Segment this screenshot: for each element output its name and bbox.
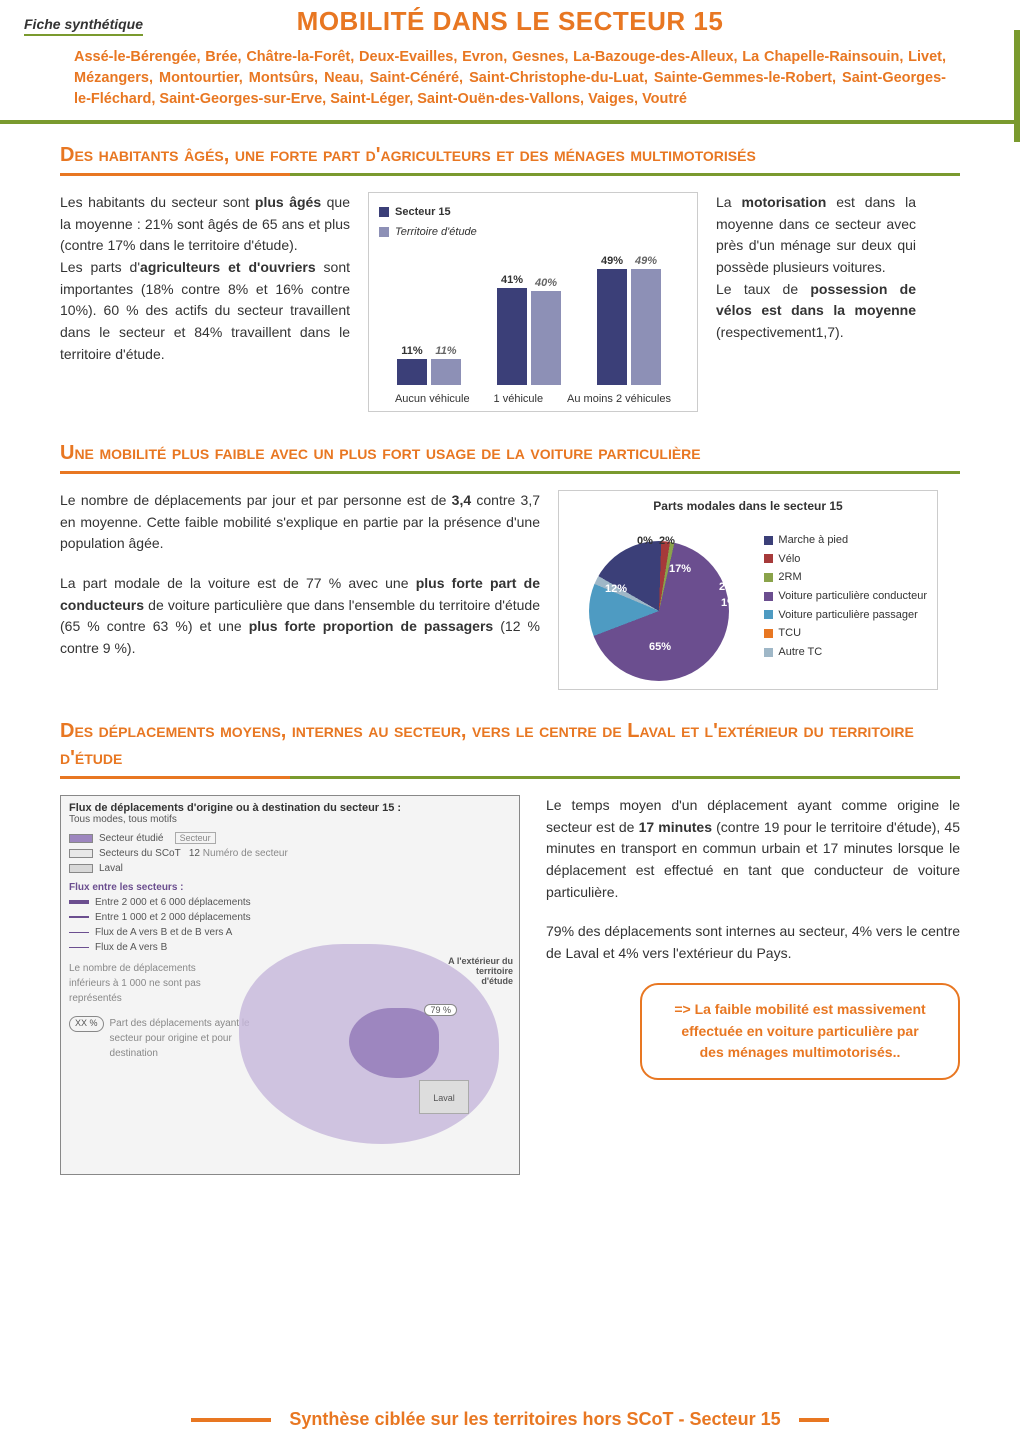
- bar-legend: Secteur 15 Territoire d'étude: [379, 203, 687, 243]
- pie-legend-2: 2RM: [764, 568, 927, 587]
- pie-pct-3: 65%: [649, 641, 671, 653]
- legend-sq-territoire: [379, 227, 389, 237]
- lbox-secteur: [69, 834, 93, 843]
- pie-legend-3: Voiture particulière conducteur: [764, 587, 927, 606]
- xlabel-1: 1 véhicule: [494, 393, 544, 405]
- flux-legend-title: Flux entre les secteurs :: [69, 880, 511, 895]
- map-sector15: 79 %: [349, 1008, 439, 1078]
- badge-xx: XX %: [69, 1016, 104, 1032]
- right-edge-accent: [1014, 30, 1020, 142]
- section1-left-text: Les habitants du secteur sont plus âgés …: [60, 192, 350, 412]
- pie-legend-4: Voiture particulière passager: [764, 606, 927, 625]
- flux-2: Flux de A vers B et de B vers A: [95, 927, 232, 938]
- pie-pct-5: 0%: [637, 535, 653, 547]
- pie-pct-6: 2%: [659, 535, 675, 547]
- section3-underline: [60, 776, 960, 779]
- pie-legend-1: Vélo: [764, 550, 927, 569]
- map-title: Flux de déplacements d'origine ou à dest…: [61, 796, 519, 814]
- flux-0: Entre 2 000 et 6 000 déplacements: [95, 897, 251, 908]
- arrow-bidir: [69, 932, 89, 933]
- map-num-label: Numéro de secteur: [203, 848, 288, 859]
- map-laval-box: Laval: [419, 1080, 469, 1114]
- communes-list: Assé-le-Bérengée, Brée, Châtre-la-Forêt,…: [60, 47, 960, 120]
- section3-heading: Des déplacements moyens, internes au sec…: [60, 718, 960, 772]
- header-rule: [0, 120, 1020, 124]
- section2-text: Le nombre de déplacements par jour et pa…: [60, 490, 540, 690]
- arrow-med: [69, 916, 89, 918]
- pie-legend-6: Autre TC: [764, 643, 927, 662]
- map-num-value: 12: [189, 848, 200, 859]
- pie-title: Parts modales dans le secteur 15: [569, 499, 927, 513]
- xlabel-0: Aucun véhicule: [395, 393, 470, 405]
- flux-3: Flux de A vers B: [95, 942, 167, 953]
- page-footer: Synthèse ciblée sur les territoires hors…: [0, 1409, 1020, 1430]
- flux-note: Le nombre de déplacements inférieurs à 1…: [69, 961, 239, 1006]
- section2-row: Le nombre de déplacements par jour et pa…: [60, 490, 960, 690]
- lbox-scot: [69, 849, 93, 858]
- pie: [589, 541, 729, 681]
- pie-pct-2: 1%: [721, 597, 737, 609]
- bar-xlabels: Aucun véhicule 1 véhicule Au moins 2 véh…: [383, 393, 683, 405]
- header: MOBILITÉ DANS LE SECTEUR 15 Assé-le-Bére…: [60, 6, 960, 120]
- legend-sq-secteur: [379, 207, 389, 217]
- lbox-laval-label: Laval: [99, 863, 123, 874]
- lbox-scot-label: Secteurs du SCoT: [99, 848, 181, 859]
- section3-row: Flux de déplacements d'origine ou à dest…: [60, 795, 960, 1175]
- section1-heading: Des habitants âgés, une forte part d'agr…: [60, 142, 960, 169]
- section3-right: Le temps moyen d'un déplacement ayant co…: [546, 795, 960, 1080]
- callout-conclusion: => La faible mobilité est massivement ef…: [640, 983, 960, 1080]
- section2-para1: Le nombre de déplacements par jour et pa…: [60, 490, 540, 555]
- pie-pct-0: 17%: [669, 563, 691, 575]
- section2-heading: Une mobilité plus faible avec un plus fo…: [60, 440, 960, 467]
- xlabel-2: Au moins 2 véhicules: [567, 393, 671, 405]
- bars-area: 11%11%41%40%49%49%: [383, 247, 683, 385]
- arrow-unidir: [69, 947, 89, 948]
- map-internal-pct: 79 %: [424, 1004, 457, 1016]
- map-ext-label: A l'extérieur du territoire d'étude: [443, 956, 513, 986]
- fiche-label: Fiche synthétique: [24, 16, 143, 36]
- bar-chart-vehicules: Secteur 15 Territoire d'étude 11%11%41%4…: [368, 192, 698, 412]
- map-subtitle: Tous modes, tous motifs: [61, 814, 519, 829]
- section3-right1: Le temps moyen d'un déplacement ayant co…: [546, 795, 960, 903]
- legend-label-territoire: Territoire d'étude: [395, 226, 477, 238]
- pie-chart-modes: Parts modales dans le secteur 15 17% 2% 1%…: [558, 490, 938, 690]
- lbox-laval: [69, 864, 93, 873]
- lbox-secteur-label: Secteur étudié: [99, 833, 164, 844]
- map-secteur-badge: Secteur: [175, 832, 216, 844]
- pie-pct-1: 2%: [719, 581, 735, 593]
- arrow-thick: [69, 900, 89, 904]
- pie-legend: Marche à piedVélo2RMVoiture particulière…: [764, 531, 927, 662]
- flux-1: Entre 1 000 et 2 000 déplacements: [95, 912, 251, 923]
- pie-legend-0: Marche à pied: [764, 531, 927, 550]
- flux-map: Flux de déplacements d'origine ou à dest…: [60, 795, 520, 1175]
- section1-right-text: La motorisation est dans la moyenne dans…: [716, 192, 916, 412]
- section3-right2: 79% des déplacements sont internes au se…: [546, 921, 960, 964]
- pie-pct-4: 12%: [605, 583, 627, 595]
- page-title: MOBILITÉ DANS LE SECTEUR 15: [60, 6, 960, 37]
- section2-underline: [60, 471, 960, 474]
- section2-para2: La part modale de la voiture est de 77 %…: [60, 573, 540, 660]
- section1-row: Les habitants du secteur sont plus âgés …: [60, 192, 960, 412]
- section1-underline: [60, 173, 960, 176]
- legend-label-secteur: Secteur 15: [395, 206, 451, 218]
- pie-legend-5: TCU: [764, 624, 927, 643]
